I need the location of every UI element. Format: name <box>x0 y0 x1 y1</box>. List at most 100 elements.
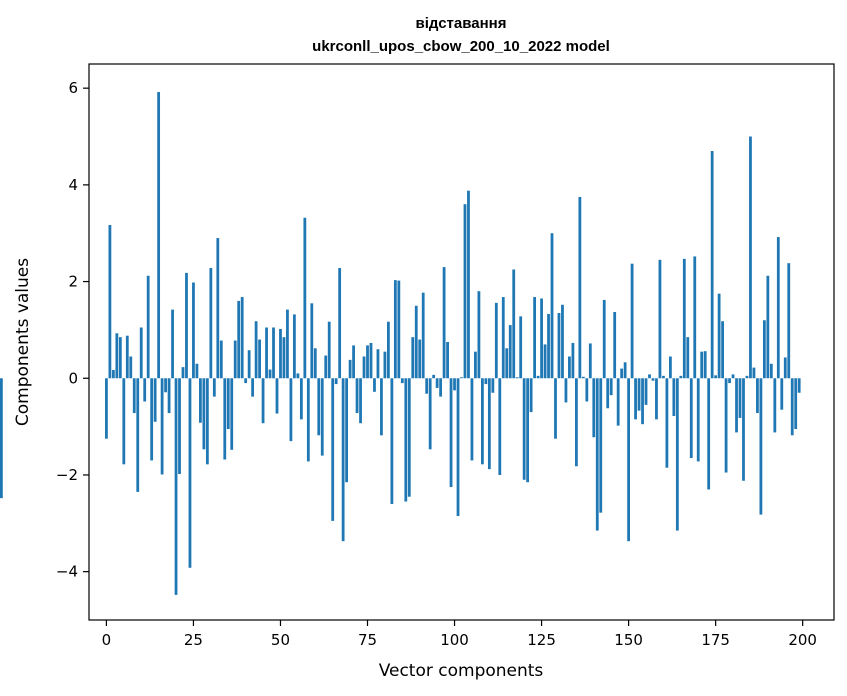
x-tick-label: 150 <box>614 631 643 649</box>
bar <box>585 378 589 402</box>
bar <box>745 375 749 379</box>
x-tick-label: 200 <box>788 631 817 649</box>
bar <box>634 378 637 420</box>
bar <box>766 275 770 379</box>
bar <box>776 237 780 379</box>
bar <box>568 356 571 379</box>
bar <box>293 314 296 379</box>
bar <box>439 378 443 397</box>
bar <box>136 378 140 492</box>
bar <box>710 151 714 379</box>
bar <box>759 378 763 515</box>
bar <box>125 335 129 379</box>
bar <box>209 268 213 379</box>
bar <box>721 321 724 379</box>
bar <box>581 376 585 379</box>
bar <box>623 362 627 379</box>
bar <box>752 367 756 379</box>
bar <box>174 378 178 595</box>
bar <box>296 373 300 379</box>
bar <box>400 378 404 384</box>
bar <box>644 378 648 405</box>
bar <box>359 378 362 424</box>
bar <box>115 333 119 379</box>
bar <box>418 339 422 379</box>
bar <box>254 321 258 379</box>
bar <box>742 378 745 481</box>
bar <box>689 378 693 459</box>
bar <box>550 233 554 379</box>
bar <box>212 378 216 397</box>
bar <box>167 378 171 414</box>
bar <box>362 356 366 379</box>
bar <box>613 312 617 379</box>
bar <box>331 378 335 521</box>
bar <box>780 378 784 410</box>
bar <box>498 378 502 475</box>
bar <box>787 263 791 379</box>
bar <box>317 378 321 436</box>
bar <box>797 378 801 393</box>
bar <box>731 374 735 379</box>
bar <box>352 345 355 379</box>
y-tick-label: −4 <box>56 563 78 581</box>
bar <box>244 378 248 384</box>
bar <box>735 378 738 433</box>
bar <box>105 378 108 439</box>
bar <box>0 378 3 499</box>
bar <box>728 378 731 384</box>
bar <box>313 348 317 379</box>
bar <box>171 309 174 379</box>
bar <box>376 349 380 379</box>
bar <box>327 321 331 379</box>
chart-title-line-2: ukrconll_upos_cbow_200_10_2022 model <box>312 38 610 55</box>
bar <box>310 303 314 379</box>
bar <box>272 327 275 379</box>
bar <box>150 378 154 461</box>
bar <box>118 337 122 379</box>
bar <box>547 313 550 379</box>
bar <box>662 375 665 379</box>
x-tick-label: 100 <box>440 631 469 649</box>
bar <box>557 312 561 379</box>
bar <box>696 378 700 462</box>
bar <box>529 378 533 413</box>
bar <box>602 299 606 379</box>
bar <box>393 280 397 379</box>
bar <box>686 337 690 379</box>
bar <box>108 225 112 379</box>
bar <box>202 378 206 450</box>
bar <box>592 378 596 438</box>
bar <box>707 378 711 490</box>
bar <box>185 272 188 379</box>
bar <box>756 378 759 414</box>
bar <box>578 196 582 379</box>
bar <box>188 378 192 568</box>
bar <box>630 263 634 379</box>
x-tick-label: 0 <box>102 631 112 649</box>
bar <box>606 378 610 409</box>
bar <box>178 378 181 474</box>
bar <box>226 378 230 430</box>
bar <box>595 378 599 531</box>
bar <box>738 378 742 418</box>
bar <box>383 351 387 379</box>
bar <box>390 378 394 504</box>
bar <box>223 378 227 460</box>
bar <box>129 356 133 379</box>
bar <box>463 204 467 379</box>
bar <box>693 256 697 379</box>
bar <box>380 378 383 436</box>
bar <box>505 348 509 379</box>
bar <box>143 378 147 402</box>
bar <box>508 325 512 379</box>
bar <box>470 378 474 461</box>
bar <box>651 378 655 381</box>
bar <box>526 378 530 483</box>
bar <box>341 378 345 542</box>
bar <box>762 320 766 379</box>
bar <box>265 327 268 379</box>
bar <box>449 378 453 488</box>
bar <box>320 378 324 456</box>
